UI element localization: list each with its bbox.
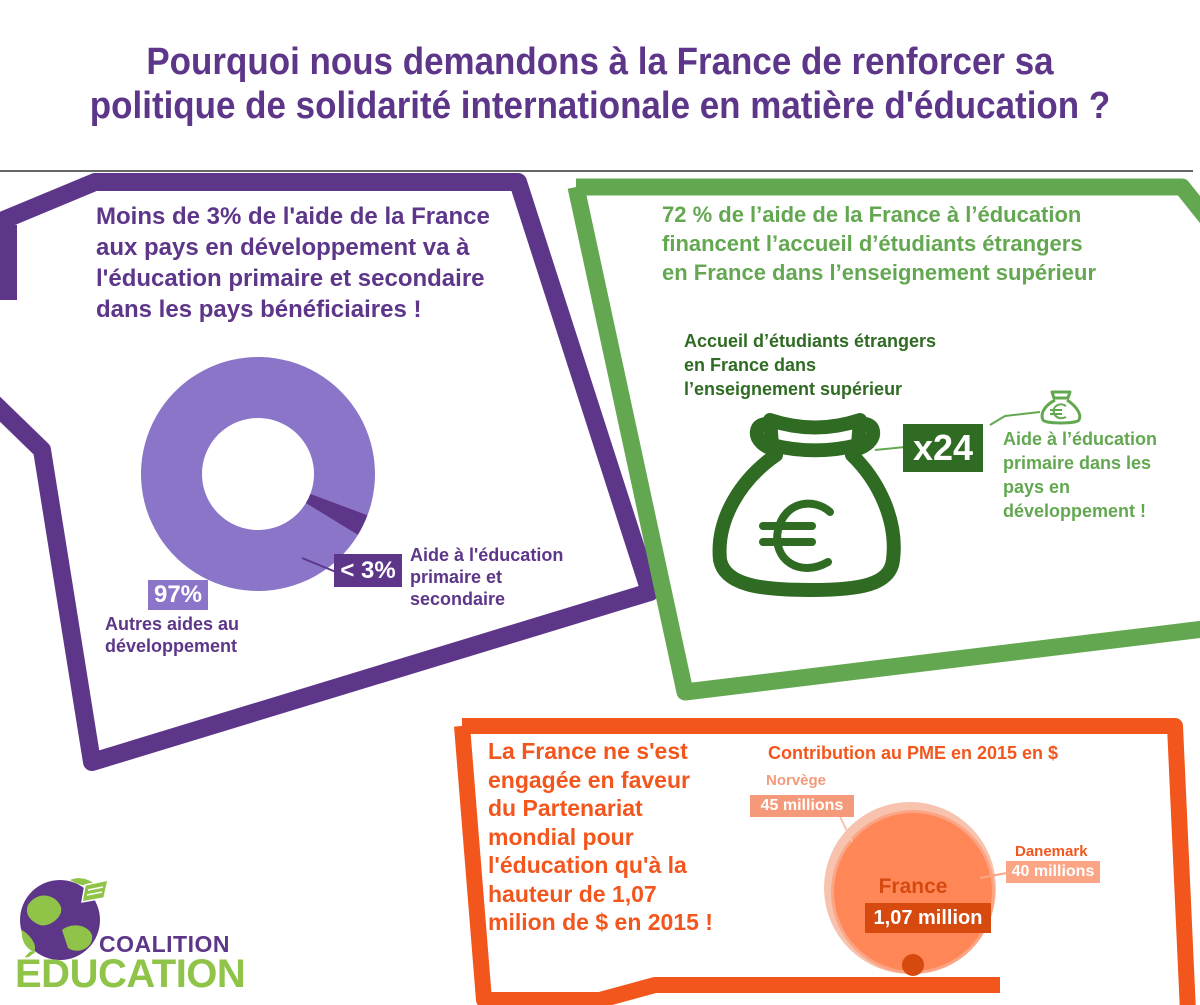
donut-small-label-line: secondaire (410, 589, 506, 609)
coalition-logo-icon (20, 878, 109, 960)
donut-chart (140, 357, 375, 592)
orange-frame (454, 718, 1196, 1005)
orange-text-line: engagée en faveur (488, 766, 690, 793)
norway-value: 45 millions (750, 795, 854, 817)
purple-heading-line: l'éducation primaire et secondaire (96, 265, 485, 292)
big-bag-label-line: en France dans (684, 355, 817, 375)
green-heading-line: en France dans l’enseignement supérieur (662, 260, 1097, 285)
donut-large-label-line: développement (105, 636, 238, 656)
donut-large-value: 97% (148, 580, 208, 610)
donut-small-value: < 3% (334, 554, 402, 587)
big-bag-label-line: Accueil d’étudiants étrangers (684, 331, 937, 351)
small-bag-label-line: pays en (1003, 477, 1071, 497)
small-bag-label-line: développement ! (1003, 501, 1147, 521)
orange-text-line: milion de $ en 2015 ! (488, 909, 713, 935)
donut-connector (301, 557, 337, 573)
small-bag-label: Aide à l’éducation primaire dans les pay… (1003, 427, 1193, 523)
purple-frame (0, 173, 659, 771)
multiplier-badge: x24 (903, 424, 983, 472)
donut-small-label-line: primaire et (410, 567, 503, 587)
france-value: 1,07 million (865, 903, 991, 933)
donut-small-label-line: Aide à l'éducation (410, 545, 564, 565)
denmark-value: 40 millions (1006, 861, 1100, 883)
green-heading-line: 72 % de l’aide de la France à l’éducatio… (662, 202, 1082, 227)
donut-large-label: Autres aides au développement (105, 613, 305, 657)
bag-connector-right (989, 411, 1041, 426)
green-heading: 72 % de l’aide de la France à l’éducatio… (662, 200, 1182, 287)
money-bag-small-icon (1040, 390, 1082, 425)
logo-line2: ÉDUCATION (15, 952, 246, 996)
page-title: Pourquoi nous demandons à la France de r… (48, 40, 1152, 128)
purple-heading: Moins de 3% de l'aide de la France aux p… (96, 201, 546, 325)
donut-slice-education (305, 493, 368, 535)
purple-heading-line: Moins de 3% de l'aide de la France (96, 203, 490, 230)
france-name: France (878, 875, 948, 898)
orange-text: La France ne s'est engagée en faveur du … (488, 737, 748, 937)
donut-small-label: Aide à l'éducation primaire et secondair… (410, 544, 610, 610)
orange-text-line: La France ne s'est (488, 738, 688, 764)
page-title-line: politique de solidarité internationale e… (89, 85, 1111, 127)
big-bag-label-line: l’enseignement supérieur (684, 379, 903, 399)
orange-text-line: hauteur de 1,07 (488, 880, 657, 907)
euro-sign-large-icon (759, 499, 834, 572)
big-bag-label: Accueil d’étudiants étrangers en France … (684, 329, 984, 401)
bag-connector-left (874, 446, 906, 451)
green-heading-line: financent l’accueil d’étudiants étranger… (662, 231, 1083, 256)
logo-line1: COALITION (99, 931, 230, 957)
purple-heading-line: aux pays en développement va à (96, 234, 470, 261)
orange-text-line: mondial pour (488, 823, 634, 850)
bubble-chart-title: Contribution au PME en 2015 en $ (768, 743, 1059, 763)
orange-text-line: l'éducation qu'à la (488, 852, 687, 878)
denmark-name: Danemark (1015, 843, 1088, 860)
norway-name: Norvège (766, 772, 827, 789)
page-title-line: Pourquoi nous demandons à la France de r… (146, 41, 1054, 83)
small-bag-label-line: primaire dans les (1003, 453, 1152, 473)
small-bag-label-line: Aide à l’éducation (1003, 429, 1158, 449)
donut-slice-other (140, 357, 375, 592)
norway-connector (837, 811, 853, 843)
money-bag-large-icon (712, 413, 901, 597)
green-frame (567, 178, 1200, 701)
orange-text-line: du Partenariat (488, 795, 643, 821)
france-dot (902, 954, 924, 976)
donut-large-label-line: Autres aides au (105, 614, 240, 634)
purple-heading-line: dans les pays bénéficiaires ! (96, 296, 422, 323)
